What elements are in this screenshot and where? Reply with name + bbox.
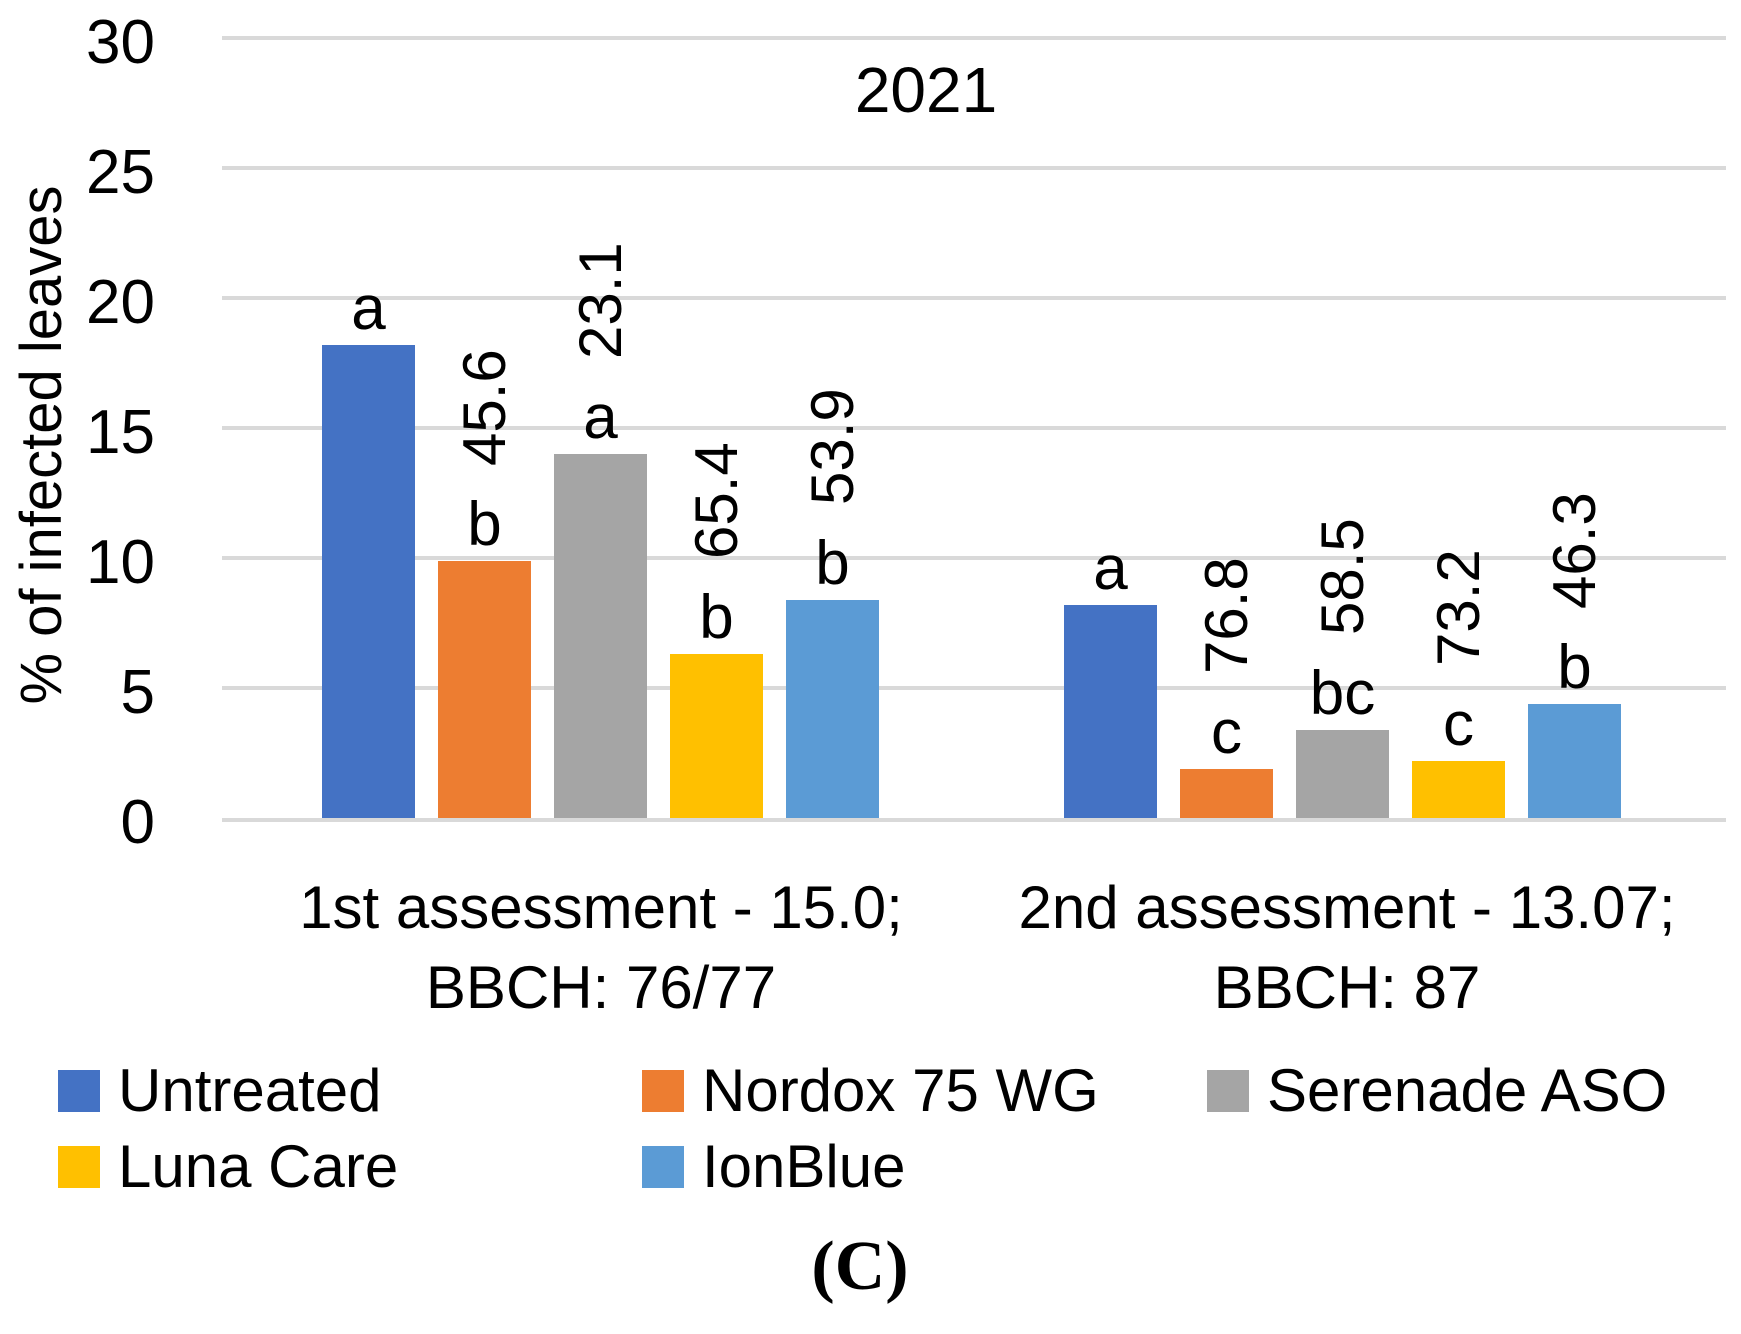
chart-title: 2021: [854, 54, 998, 126]
legend-swatch-untreated: [58, 1070, 100, 1112]
gridline: [222, 166, 1726, 170]
bar: [1180, 769, 1273, 818]
bar: [1528, 704, 1621, 818]
bar-value-label: 53.9: [798, 388, 866, 505]
category-label-group2-line2: BBCH: 87: [1213, 954, 1481, 1021]
gridline: [222, 296, 1726, 300]
gridline: [222, 686, 1726, 690]
legend-label-nordox: Nordox 75 WG: [702, 1057, 1099, 1124]
category-label-group1-line1: 1st assessment - 15.0;: [299, 874, 903, 941]
y-tick-label: 0: [120, 788, 155, 857]
y-tick-label: 30: [86, 8, 155, 77]
legend-swatch-luna-care: [58, 1146, 100, 1188]
bar-value-label: 23.1: [566, 242, 634, 359]
legend-label-serenade: Serenade ASO: [1267, 1057, 1668, 1124]
bar-letter-label: b: [1557, 633, 1592, 702]
bar: [1412, 761, 1505, 818]
y-tick-label: 5: [120, 658, 155, 727]
gridline: [222, 818, 1726, 822]
legend-swatch-serenade: [1207, 1070, 1249, 1112]
bar-letter-label: b: [815, 529, 850, 598]
bar-letter-label: bc: [1309, 659, 1376, 728]
gridline: [222, 556, 1726, 560]
legend-label-ionblue: IonBlue: [702, 1133, 906, 1200]
bar-letter-label: b: [467, 490, 502, 559]
gridline: [222, 426, 1726, 430]
bar-letter-label: a: [351, 274, 386, 343]
y-tick-label: 10: [86, 528, 155, 597]
legend-label-luna-care: Luna Care: [118, 1133, 399, 1200]
panel-letter-label: (C): [811, 1228, 909, 1305]
y-tick-label: 25: [86, 138, 155, 207]
bar-value-label: 73.2: [1424, 549, 1492, 666]
bar: [786, 600, 879, 818]
bar-value-label: 58.5: [1308, 518, 1376, 635]
bar: [670, 654, 763, 818]
legend-swatch-nordox: [642, 1070, 684, 1112]
bar: [554, 454, 647, 818]
bar-letter-label: a: [1093, 534, 1128, 603]
legend-swatch-ionblue: [642, 1146, 684, 1188]
gridline: [222, 36, 1726, 40]
bar-value-label: 45.6: [450, 349, 518, 466]
bar-value-label: 76.8: [1192, 557, 1260, 674]
category-label-group1-line2: BBCH: 76/77: [425, 954, 777, 1021]
bar-letter-label: b: [699, 583, 734, 652]
bar-letter-label: c: [1443, 690, 1474, 759]
bar: [322, 345, 415, 818]
category-label-group2-line1: 2nd assessment - 13.07;: [1018, 874, 1676, 941]
legend-label-untreated: Untreated: [118, 1057, 382, 1124]
y-tick-label: 15: [86, 398, 155, 467]
bar-letter-label: a: [583, 383, 618, 452]
bar: [1296, 730, 1389, 818]
bar-value-label: 65.4: [682, 442, 750, 559]
y-tick-label: 20: [86, 268, 155, 337]
bar-letter-label: c: [1211, 698, 1242, 767]
bar: [1064, 605, 1157, 818]
bar-value-label: 46.3: [1540, 492, 1608, 609]
bar: [438, 561, 531, 818]
